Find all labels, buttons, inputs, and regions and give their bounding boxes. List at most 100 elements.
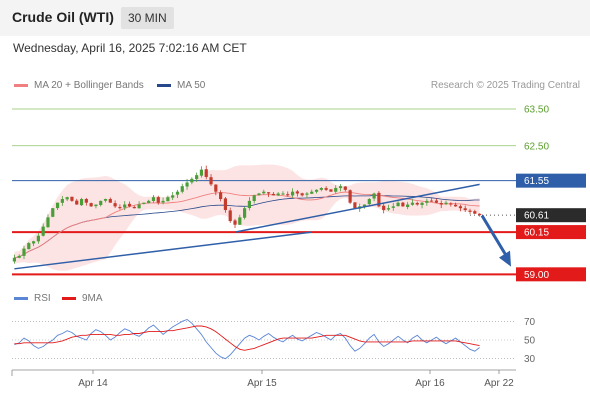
legend-ma9: 9MA — [62, 293, 103, 304]
level-label-61.55: 61.55 — [524, 176, 549, 187]
legend-rsi: RSI — [14, 293, 51, 304]
candle — [324, 188, 328, 190]
candle — [382, 205, 386, 211]
candle — [334, 188, 338, 192]
candle — [463, 208, 467, 211]
level-label-59.00: 59.00 — [524, 270, 549, 281]
candle — [372, 193, 376, 199]
trendline-support — [14, 231, 312, 270]
candle — [65, 197, 69, 200]
candle — [27, 243, 31, 250]
candle — [478, 213, 482, 216]
candle — [31, 241, 36, 244]
legend-ma50: MA 50 — [157, 80, 205, 91]
candle — [156, 197, 160, 203]
candle — [396, 202, 400, 207]
candle — [319, 188, 323, 190]
candle — [338, 186, 343, 189]
candle — [247, 200, 251, 209]
level-label-bg-60.61 — [516, 208, 586, 223]
ma9-swatch — [62, 297, 76, 300]
candle — [89, 203, 93, 207]
candle — [41, 226, 45, 236]
candle — [348, 190, 352, 203]
candle — [290, 191, 295, 196]
instrument-title: Crude Oil (WTI) — [12, 9, 114, 25]
candle — [243, 208, 247, 218]
ma20-label: MA 20 + Bollinger Bands — [34, 80, 144, 91]
research-credit: Research © 2025 Trading Central — [430, 80, 580, 91]
candle — [310, 191, 314, 194]
ma20-line — [14, 191, 480, 259]
candle — [161, 200, 165, 203]
candle — [425, 200, 429, 203]
candle — [377, 192, 381, 207]
candle — [175, 191, 180, 195]
time-tick-label: Apr 22 — [484, 378, 514, 389]
ma9-label: 9MA — [82, 293, 103, 304]
candle — [281, 193, 285, 195]
candle — [415, 202, 419, 205]
candle — [353, 202, 357, 209]
candle — [430, 200, 434, 202]
time-tick-label: Apr 15 — [247, 378, 277, 389]
candle — [99, 200, 103, 206]
candle — [195, 175, 199, 180]
candle — [449, 203, 453, 205]
timestamp: Wednesday, April 16, 2025 7:02:16 AM CET — [13, 41, 247, 55]
candle — [468, 210, 472, 212]
candle — [434, 200, 439, 203]
candle — [79, 199, 84, 206]
candle — [386, 208, 391, 210]
rsi-label: RSI — [34, 293, 51, 304]
candle — [367, 199, 371, 205]
candle — [228, 210, 232, 222]
rsi-tick-30: 30 — [524, 354, 536, 365]
candle — [94, 204, 98, 207]
ma20-swatch — [14, 84, 28, 87]
candle — [190, 178, 194, 183]
rsi-tick-70: 70 — [524, 317, 536, 328]
level-label-60.61: 60.61 — [524, 211, 549, 222]
level-label-bg-59.00 — [516, 267, 586, 282]
candle — [22, 248, 26, 256]
candle — [458, 206, 463, 209]
forecast-arrow-head — [499, 250, 511, 267]
rsi-tick-50: 50 — [524, 336, 536, 347]
level-label-60.15: 60.15 — [524, 228, 549, 239]
candle — [12, 257, 16, 262]
level-label-62.50: 62.50 — [524, 141, 549, 152]
level-label-bg-61.55 — [516, 173, 586, 188]
candle — [209, 177, 213, 185]
candle — [132, 206, 136, 209]
candle — [180, 186, 184, 192]
candle — [142, 202, 146, 204]
candle — [406, 204, 410, 208]
title-bar: Crude Oil (WTI) 30 MIN — [0, 0, 590, 36]
candle — [266, 192, 271, 194]
candle — [276, 193, 280, 196]
legend-ma20: MA 20 + Bollinger Bands — [14, 80, 144, 91]
candle — [219, 192, 223, 200]
candle — [257, 193, 261, 195]
candle — [401, 202, 405, 207]
candle — [439, 203, 443, 205]
candle — [108, 199, 112, 203]
candle — [84, 199, 88, 203]
candle — [238, 217, 242, 225]
candle — [362, 204, 367, 207]
candle — [118, 207, 122, 209]
interval-button[interactable]: 30 MIN — [121, 7, 174, 29]
candle — [17, 255, 21, 258]
candle — [300, 193, 304, 196]
candle — [329, 189, 333, 192]
candle — [46, 217, 50, 228]
candle — [295, 191, 299, 194]
candle — [314, 189, 319, 192]
candle — [223, 198, 228, 211]
forecast-arrow-shaft — [480, 214, 510, 260]
candle — [123, 204, 127, 208]
candle — [214, 184, 218, 192]
candle — [286, 194, 290, 196]
